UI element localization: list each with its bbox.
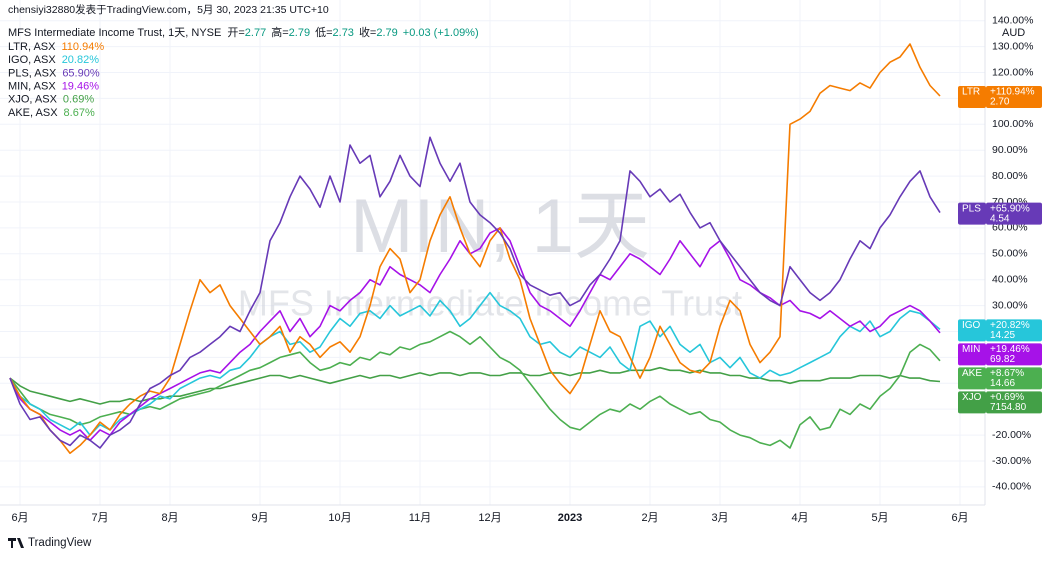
x-tick-label: 10月 [328,512,351,524]
legend-name: LTR, ASX [8,41,56,53]
legend-value: 110.94% [61,41,104,53]
tag-change: +8.67% [990,368,1024,379]
legend: LTR, ASX 110.94% IGO, ASX 20.82% PLS, ASX 65.… [8,41,104,119]
legend-value: 65.90% [62,67,100,79]
tag-ticker: XJO [962,392,982,403]
x-tick-label: 12月 [478,512,501,524]
tag-ticker: AKE [962,368,982,379]
x-tick-label: 4月 [791,512,808,524]
legend-value: 19.46% [62,81,100,93]
tag-box [986,367,1042,390]
legend-name: MIN, ASX [8,81,56,93]
ohlc-label: 开= [227,27,244,39]
y-tick-label: 100.00% [992,118,1033,130]
tag-price: 7154.80 [990,402,1027,413]
series-line [9,291,941,436]
x-tick-label: 8月 [161,512,178,524]
currency: AUD [1002,27,1025,39]
byline: chensiyi32880发表于TradingView.com，5月 30, 2… [8,3,329,16]
ohlc: 开= 2.77 高= 2.79 低= 2.73 收= 2.79 +0.03 (+1.09%) [227,25,478,39]
series-line [9,227,941,442]
logo [8,538,24,548]
y-tick-label: 90.00% [992,144,1028,156]
change: +0.03 (+1.09%) [403,27,479,39]
legend-value: 8.67% [64,107,95,119]
legend-name: PLS, ASX [8,67,57,79]
series-line [9,136,941,449]
tag-box [986,85,1042,108]
tag-ticker-box [958,85,986,108]
tag-change: +0.69% [990,392,1024,403]
ohlc-label: 高= [271,25,288,39]
tag-change: +20.82% [990,320,1030,331]
legend-value: 0.69% [63,94,94,106]
tag-ticker: IGO [962,320,981,331]
tag-change: +110.94% [990,87,1035,98]
tag-price: 69.82 [990,354,1015,365]
x-tick-label: 5月 [871,512,888,524]
legend-name: AKE, ASX [8,107,58,119]
tag-ticker: LTR [962,87,980,98]
y-tick-label: 60.00% [992,222,1028,234]
ohlc-label: 收= [359,25,376,39]
grid [0,0,985,505]
tag-ticker: PLS [962,203,981,214]
tag-box [986,343,1042,366]
tag-price: 4.54 [990,213,1010,224]
ohlc-value: 2.73 [333,27,354,39]
y-tick-label: 50.00% [992,248,1028,260]
legend-name: IGO, ASX [8,54,56,66]
series-line [9,43,941,454]
tag-price: 14.66 [990,378,1015,389]
tag-ticker-box [958,367,986,390]
x-tick-label: 11月 [409,512,431,524]
ohlc-value: 2.79 [376,27,397,39]
price-tags: LTR +110.94%2.70 IGO +20.82%14.25 PLS +65.90%… [958,85,1042,414]
y-tick-label: 30.00% [992,299,1028,311]
lines [9,43,941,454]
watermark-sub: MFS Intermediate Income Trust [238,283,742,324]
tag-ticker-box [958,391,986,414]
y-tick-label: -20.00% [992,429,1031,441]
ohlc-value: 2.77 [245,27,266,39]
tag-change: +65.90% [990,203,1030,214]
tag-box [986,202,1042,225]
legend-value: 20.82% [62,54,100,66]
x-tick-label: 3月 [711,512,728,524]
ohlc-label: 低= [315,26,332,39]
x-tick-label: 7月 [91,512,108,524]
y-tick-label: 140.00% [992,14,1033,26]
brand: TradingView [28,537,92,549]
y-tick-label: 120.00% [992,66,1033,78]
tag-box [986,319,1042,342]
x-tick-label: 6月 [951,512,968,524]
tag-change: +19.46% [990,344,1030,355]
y-tick-label: 80.00% [992,170,1028,182]
x-tick-label: 6月 [11,512,28,524]
y-tick-label: 130.00% [992,40,1033,52]
x-tick-label: 9月 [251,512,268,524]
symbol: MFS Intermediate Income Trust, 1天, NYSE [8,27,221,39]
legend-name: XJO, ASX [8,94,58,106]
y-tick-label: -30.00% [992,455,1031,467]
ohlc-value: 2.79 [289,27,310,39]
tag-ticker-box [958,343,986,366]
x-tick-label: 2月 [641,512,658,524]
footer: TradingView [8,537,92,549]
watermark-main: MIN, 1天 [350,184,650,269]
y-tick-label: -40.00% [992,481,1031,493]
tag-price: 14.25 [990,330,1015,341]
tag-ticker: MIN [962,344,980,355]
series-line [9,330,941,449]
tag-box [986,391,1042,414]
tag-price: 2.70 [990,97,1010,108]
y-tick-label: 40.00% [992,273,1028,285]
x-tick-label: 2023 [558,512,582,524]
tag-ticker-box [958,319,986,342]
tag-ticker-box [958,202,986,225]
